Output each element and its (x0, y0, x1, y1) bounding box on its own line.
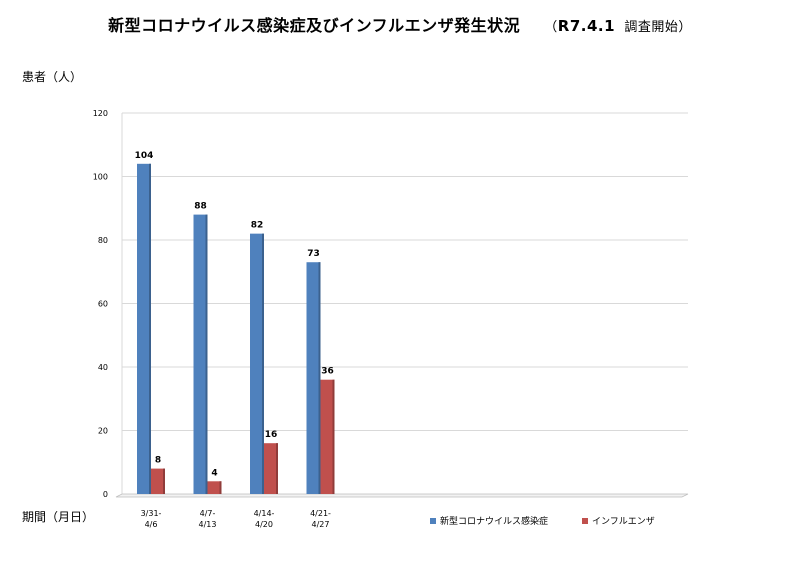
chart-title: 新型コロナウイルス感染症及びインフルエンザ発生状況 （R7.4.1 調査開始） (0, 12, 800, 36)
bar-side-covid (318, 262, 321, 494)
x-tick-label: 3/31- (141, 509, 162, 518)
data-label-influenza: 36 (321, 367, 334, 377)
data-label-covid: 82 (251, 221, 264, 231)
chart-subtitle: （R7.4.1 調査開始） (544, 17, 692, 35)
data-label-covid: 104 (135, 151, 154, 161)
y-tick-label: 80 (98, 236, 108, 245)
subtitle-date: R7.4.1 (557, 17, 616, 35)
bar-side-covid (262, 233, 264, 494)
subtitle-open-paren: （ (544, 20, 558, 35)
legend-item-influenza: インフルエンザ (582, 514, 655, 527)
chart-title-text: 新型コロナウイルス感染症及びインフルエンザ発生状況 (108, 16, 521, 35)
legend-label-covid: 新型コロナウイルス感染症 (440, 517, 549, 527)
x-tick-label: 4/27 (312, 520, 330, 529)
data-label-influenza: 16 (265, 430, 278, 440)
legend-swatch-influenza (582, 517, 589, 524)
bar-influenza (207, 481, 222, 494)
y-tick-label: 20 (98, 427, 108, 436)
chart-floor (115, 493, 689, 498)
x-tick-label: 4/6 (145, 520, 158, 529)
x-tick-label: 4/20 (255, 520, 273, 529)
y-tick-label: 40 (98, 363, 108, 372)
x-tick-label: 4/14- (254, 509, 275, 518)
y-tick-label: 100 (93, 173, 108, 182)
bar-side-influenza (332, 379, 335, 494)
y-tick-label: 120 (93, 109, 108, 118)
x-tick-label: 4/13 (199, 520, 217, 529)
x-axis-title: 期間（月日） (22, 510, 95, 524)
bar-side-covid (149, 163, 151, 495)
legend: 新型コロナウイルス感染症 インフルエンザ (430, 514, 655, 527)
x-tick-label: 4/7- (200, 509, 216, 518)
y-axis-title: 患者（人） (22, 70, 83, 84)
y-tick-label: 0 (103, 490, 108, 499)
bar-influenza (320, 379, 335, 494)
data-label-influenza: 8 (155, 456, 161, 466)
x-tick-label: 4/21- (310, 509, 331, 518)
bar-influenza (264, 443, 278, 494)
bar-covid (306, 262, 321, 494)
bar-side-covid (205, 214, 208, 494)
bar-covid (193, 214, 208, 494)
bar-influenza (151, 468, 165, 494)
subtitle-note: 調査開始） (624, 20, 692, 35)
legend-label-influenza: インフルエンザ (592, 517, 655, 527)
bar-covid (250, 233, 264, 494)
bar-side-influenza (163, 468, 165, 494)
bar-side-influenza (276, 443, 278, 494)
bar-covid (137, 163, 151, 495)
bar-side-influenza (219, 481, 222, 494)
legend-item-covid: 新型コロナウイルス感染症 (430, 514, 548, 527)
data-label-covid: 88 (194, 202, 207, 212)
data-label-influenza: 4 (211, 468, 217, 478)
y-tick-label: 60 (98, 300, 108, 309)
legend-swatch-covid (430, 517, 436, 524)
data-label-covid: 73 (307, 249, 320, 259)
